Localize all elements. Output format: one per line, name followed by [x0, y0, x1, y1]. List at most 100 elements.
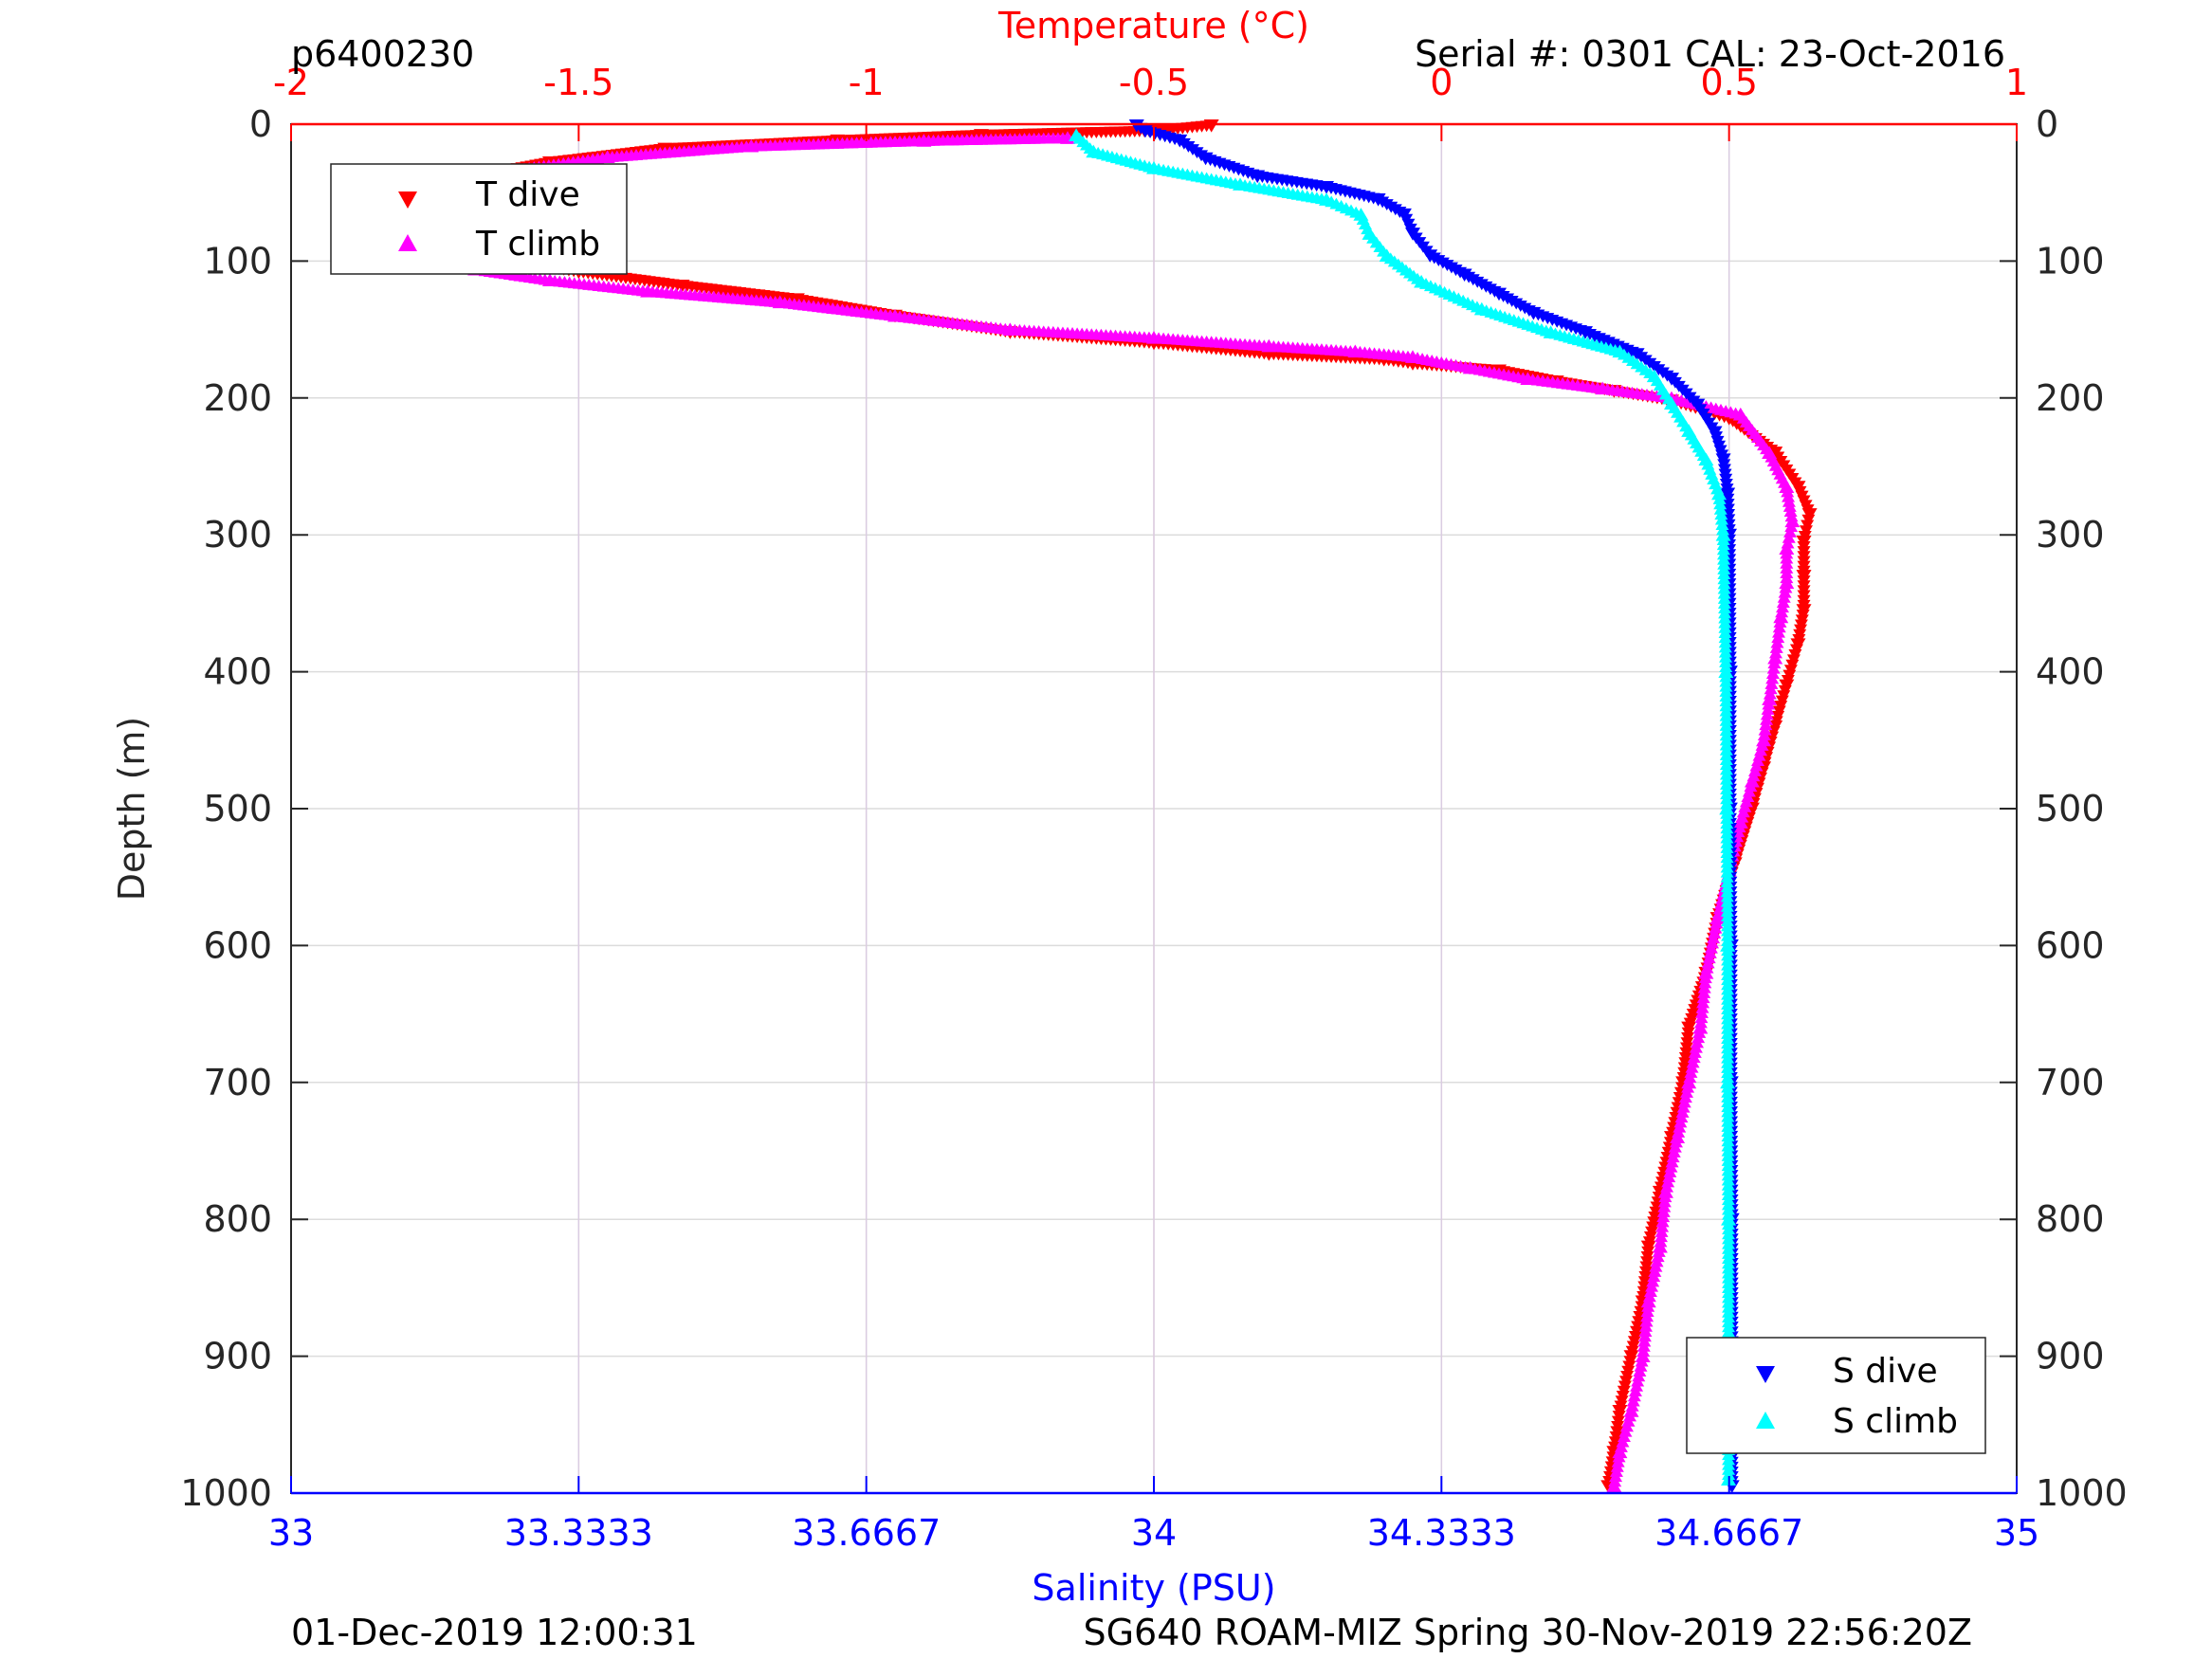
data-point — [1681, 1081, 1695, 1093]
data-point — [1689, 1041, 1703, 1053]
data-point — [1640, 1294, 1656, 1308]
salinity-axis-label: Salinity (PSU) — [1032, 1567, 1275, 1609]
data-point — [1707, 932, 1721, 944]
data-point — [1612, 1445, 1628, 1459]
legend-salinity: S dive S climb — [1686, 1337, 1986, 1454]
salinity-tick-label: 34.6667 — [1654, 1512, 1803, 1554]
data-point — [1685, 1061, 1699, 1073]
legend-temperature: T dive T climb — [330, 163, 628, 275]
data-point — [1692, 1020, 1709, 1034]
data-point — [1776, 601, 1789, 613]
data-point — [1704, 941, 1718, 954]
data-point — [1770, 636, 1784, 648]
data-point — [1609, 1470, 1623, 1483]
data-point — [1703, 946, 1717, 958]
data-point — [1760, 713, 1774, 725]
salinity-tick-label: 34.3333 — [1367, 1512, 1516, 1554]
data-point — [1609, 1466, 1623, 1477]
data-point — [1666, 1151, 1680, 1163]
data-point — [1658, 1191, 1673, 1203]
data-point — [1696, 992, 1710, 1004]
temperature-tick-label: -1 — [849, 62, 885, 103]
data-point — [1623, 1404, 1639, 1417]
data-point — [1687, 1051, 1701, 1064]
data-point — [1732, 815, 1748, 829]
depth-tick-label-left: 0 — [249, 103, 272, 145]
data-point — [1714, 513, 1728, 525]
data-point — [1626, 1395, 1640, 1407]
data-point — [1778, 586, 1792, 598]
data-point — [1654, 1231, 1668, 1243]
data-point — [1691, 1036, 1705, 1048]
data-point — [1765, 667, 1780, 680]
depth-tick-label-left: 800 — [203, 1198, 272, 1240]
data-point — [1782, 490, 1796, 502]
depth-tick-label-right: 0 — [2036, 103, 2058, 145]
data-point — [1662, 1171, 1676, 1183]
data-point — [1652, 1239, 1668, 1253]
data-point — [1697, 981, 1711, 994]
data-point — [1648, 1266, 1662, 1277]
data-point — [1713, 502, 1728, 515]
legend-s-climb-label: S climb — [1833, 1402, 1958, 1441]
legend-s-climb-marker — [1756, 1412, 1775, 1429]
data-point — [1634, 1359, 1648, 1372]
data-point — [1640, 1305, 1654, 1317]
data-point — [1771, 626, 1785, 638]
series-s-climb — [1069, 128, 1737, 1486]
data-point — [1784, 520, 1799, 533]
data-point — [1715, 519, 1729, 530]
salinity-tick-label: 33 — [268, 1512, 314, 1554]
data-point — [1664, 1160, 1678, 1173]
data-point — [1769, 642, 1783, 653]
data-point — [1677, 1096, 1691, 1108]
depth-tick-label-right: 600 — [2036, 924, 2105, 966]
data-point — [1670, 1130, 1686, 1143]
data-point — [1636, 1340, 1651, 1352]
temperature-tick-label: 1 — [2005, 62, 2028, 103]
depth-tick-label-left: 400 — [203, 651, 272, 693]
data-point — [1762, 698, 1776, 710]
data-point — [1761, 703, 1775, 715]
data-point — [1696, 996, 1710, 1009]
depth-tick-label-left: 100 — [203, 240, 272, 282]
data-point — [1655, 1220, 1670, 1232]
data-point — [1656, 1206, 1671, 1217]
axes: 0 0 100 100 200 200 300 300 400 400 500 500 600 600 70… — [180, 62, 2127, 1554]
data-point — [1647, 1270, 1661, 1283]
data-point — [1694, 1006, 1709, 1018]
data-point — [1656, 1211, 1671, 1223]
data-point — [1688, 1046, 1702, 1058]
data-point — [1695, 1001, 1709, 1013]
data-point — [1606, 1479, 1622, 1493]
depth-tick-label-left: 900 — [203, 1336, 272, 1377]
data-point — [1633, 1365, 1647, 1376]
depth-tick-label-right: 800 — [2036, 1198, 2105, 1240]
temperature-tick-label: 0 — [1430, 62, 1453, 103]
data-point — [1692, 1026, 1707, 1038]
depth-tick-label-right: 1000 — [2036, 1472, 2128, 1514]
salinity-tick-label: 33.6667 — [792, 1512, 941, 1554]
data-point — [1708, 926, 1722, 939]
depth-tick-label-left: 700 — [203, 1062, 272, 1103]
data-point — [1782, 526, 1797, 538]
data-point — [1777, 591, 1791, 603]
data-point — [1773, 615, 1787, 628]
data-point — [1760, 708, 1774, 720]
data-point — [1610, 1460, 1624, 1472]
data-point — [1776, 596, 1790, 608]
data-point — [1643, 1285, 1657, 1297]
data-point — [1661, 1176, 1675, 1188]
data-point — [1701, 957, 1715, 969]
data-point — [1657, 1200, 1672, 1212]
depth-tick-label-left: 1000 — [180, 1472, 272, 1514]
data-point — [1641, 1300, 1655, 1312]
legend-t-climb-marker — [398, 234, 417, 251]
profile-id: p6400230 — [291, 33, 474, 75]
depth-tick-label-right: 100 — [2036, 240, 2105, 282]
data-point — [1782, 495, 1796, 507]
depth-axis-label: Depth (m) — [111, 717, 153, 902]
data-point — [1679, 1086, 1693, 1098]
temperature-tick-label: 0.5 — [1700, 62, 1757, 103]
